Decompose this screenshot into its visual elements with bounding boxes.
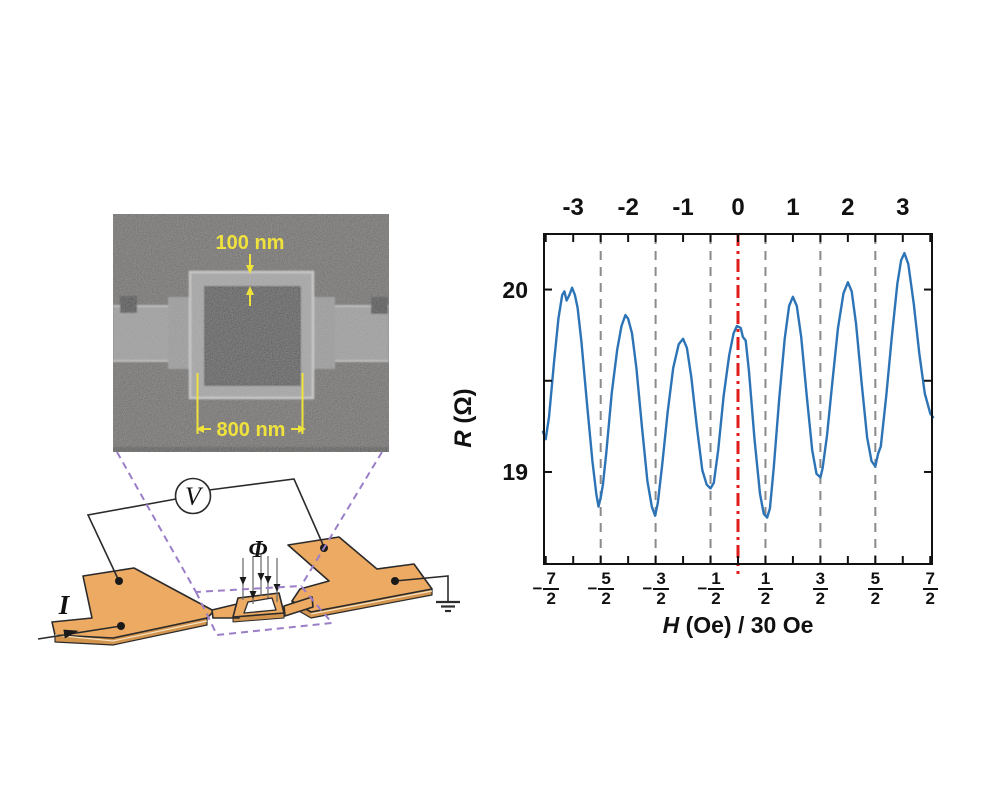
- voltmeter-wire-right: [208, 478, 325, 548]
- current-label: I: [58, 590, 71, 620]
- plot-frame: [543, 233, 933, 565]
- measurement-circuit: [37, 477, 460, 640]
- plot-panel: [541, 233, 935, 574]
- data-series-line: [541, 251, 935, 519]
- resistance-curve: [541, 251, 935, 519]
- arrow-left-icon: [196, 425, 204, 433]
- y-axis-title: R (Ω): [450, 388, 477, 448]
- x-axis-title: H (Oe) / 30 Oe: [662, 612, 814, 638]
- voltmeter-label: V: [185, 482, 204, 511]
- top-axis-tick-label: 2: [841, 194, 855, 221]
- arrow-down-icon: [246, 265, 254, 274]
- right-pad: [287, 536, 433, 613]
- flux-arrowheads: [239, 573, 281, 599]
- sem-annotations: 100 nm 800 nm: [196, 232, 306, 441]
- y-axis-tick-label: 19: [502, 458, 528, 485]
- device-schematic: [51, 536, 433, 646]
- top-axis-tick-label: -1: [672, 194, 694, 221]
- dim-800nm-label: 800 nm: [217, 419, 286, 441]
- top-axis-tick-label: -2: [617, 194, 639, 221]
- bottom-axis-tick-label: −7 2: [520, 570, 572, 608]
- bottom-axis-tick-label: −5 2: [575, 570, 627, 608]
- zoom-link-lines: [116, 451, 383, 637]
- flux-label: Φ: [249, 537, 268, 563]
- y-axis-tick-label: 20: [502, 276, 528, 303]
- arrow-right-icon: [298, 425, 306, 433]
- top-axis-tick-label: 3: [896, 194, 910, 221]
- arrow-up-icon: [246, 286, 254, 295]
- ground-icon: [436, 600, 460, 613]
- current-arrow-icon: [63, 629, 79, 639]
- bottom-axis-tick-label: −3 2: [630, 570, 682, 608]
- top-axis-tick-label: -3: [562, 194, 584, 221]
- device-panel: 100 nm 800 nm: [37, 214, 460, 646]
- wire-left-segment: [211, 603, 240, 619]
- bottom-axis-tick-label: −1 2: [685, 570, 737, 608]
- ground-wire: [394, 575, 449, 601]
- flux-arrows: [239, 554, 281, 604]
- ring-hole: [243, 597, 277, 614]
- sem-micrograph: 100 nm 800 nm: [113, 214, 389, 452]
- current-wire: [37, 625, 122, 640]
- top-axis-tick-label: 1: [786, 194, 800, 221]
- dim-100nm-label: 100 nm: [216, 232, 285, 254]
- axis-ticks: [544, 234, 932, 564]
- sem-noise-texture: [113, 214, 389, 452]
- voltmeter-circle: [174, 477, 212, 515]
- left-pad: [51, 567, 215, 639]
- top-axis-tick-label: 0: [731, 194, 745, 221]
